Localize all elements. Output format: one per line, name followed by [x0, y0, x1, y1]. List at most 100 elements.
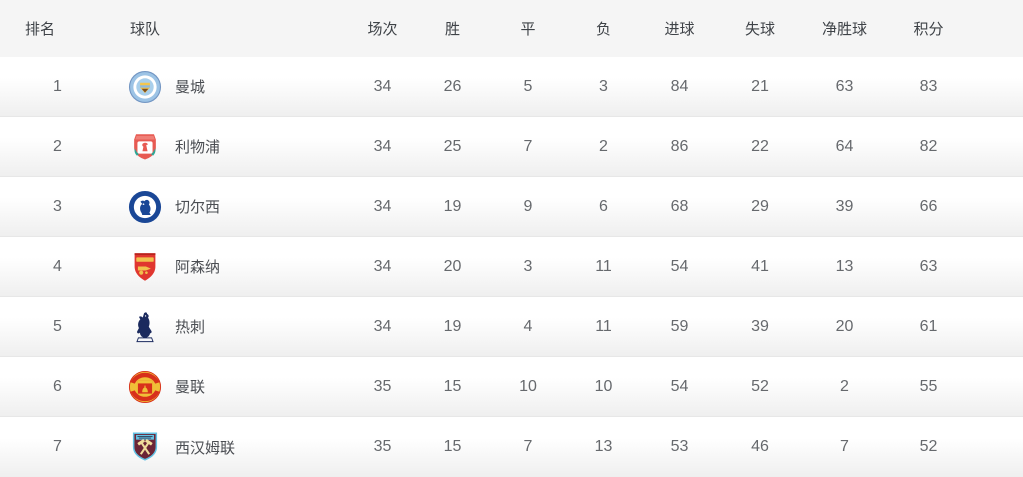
rank-cell: 2	[53, 137, 62, 155]
points-cell: 55	[919, 377, 938, 395]
points-cell: 52	[919, 438, 938, 455]
drawn-cell: 4	[523, 317, 533, 335]
goals-for-cell: 84	[670, 77, 689, 95]
goals-against-cell: 39	[751, 317, 769, 335]
played-cell: 34	[373, 197, 392, 215]
played-cell: 35	[373, 438, 392, 455]
arsenal-badge-icon	[128, 250, 162, 284]
goals-against-cell: 46	[751, 438, 769, 455]
goal-diff-cell: 13	[835, 257, 854, 275]
lost-cell: 11	[595, 317, 612, 335]
won-cell: 19	[443, 317, 462, 335]
team-cell: 切尔西	[115, 190, 350, 224]
team-cell: 利物浦	[115, 130, 350, 164]
drawn-cell: 10	[519, 377, 537, 395]
table-row-liverpool: 2 利物浦 34 25 7 2 86 22 64 82	[0, 117, 1023, 177]
lost-cell: 10	[594, 377, 613, 395]
column-header-played: 场次	[367, 21, 398, 38]
chelsea-badge-icon	[128, 190, 162, 224]
lost-cell: 13	[594, 438, 613, 455]
played-cell: 34	[373, 257, 392, 275]
won-cell: 15	[443, 438, 462, 455]
won-cell: 19	[443, 197, 462, 215]
table-header-row: 排名 球队 场次 胜 平 负 进球 失球 净胜球 积分	[0, 0, 1023, 57]
goal-diff-cell: 2	[840, 377, 849, 395]
man-city-badge-icon	[128, 70, 162, 104]
goals-for-cell: 53	[670, 438, 689, 455]
drawn-cell: 7	[523, 137, 533, 155]
lost-cell: 6	[599, 197, 608, 215]
played-cell: 34	[373, 137, 392, 155]
drawn-cell: 9	[523, 197, 533, 215]
team-cell: 热刺	[115, 310, 350, 344]
points-cell: 63	[919, 257, 938, 275]
goals-against-cell: 22	[751, 137, 769, 155]
won-cell: 26	[443, 77, 462, 95]
table-row-chelsea: 3 切尔西 34 19 9 6 68 29 39 66	[0, 177, 1023, 237]
goals-against-cell: 52	[751, 377, 769, 395]
goals-against-cell: 21	[751, 77, 769, 95]
goal-diff-cell: 20	[835, 317, 854, 335]
column-header-won: 胜	[444, 21, 460, 38]
rank-cell: 1	[53, 77, 62, 95]
team-name: 切尔西	[175, 199, 221, 216]
rank-cell: 7	[53, 438, 62, 455]
goal-diff-cell: 63	[835, 77, 854, 95]
rank-cell: 3	[53, 197, 62, 215]
goals-for-cell: 86	[670, 137, 689, 155]
goals-for-cell: 68	[670, 197, 689, 215]
team-name: 利物浦	[175, 139, 221, 156]
rank-cell: 5	[53, 317, 62, 335]
rank-cell: 4	[53, 257, 62, 275]
table-row-tottenham: 5 热刺 34 19 4 11 59 39 20 61	[0, 297, 1023, 357]
goals-against-cell: 29	[751, 197, 769, 215]
goals-for-cell: 54	[670, 257, 689, 275]
points-cell: 83	[919, 77, 938, 95]
team-name: 热刺	[175, 319, 206, 336]
column-header-lost: 负	[595, 21, 611, 38]
won-cell: 15	[443, 377, 462, 395]
tottenham-badge-icon	[128, 310, 162, 344]
team-cell: 阿森纳	[115, 250, 350, 284]
lost-cell: 2	[599, 137, 608, 155]
table-body: 1 曼城 34 26 5 3 84 21 63 83 2 利物浦 34 25 7 2 86 22 64 82…	[0, 57, 1023, 477]
played-cell: 34	[373, 77, 392, 95]
column-header-rank: 排名	[25, 21, 56, 38]
liverpool-badge-icon	[128, 130, 162, 164]
table-row-man-united: 6 曼联 35 15 10 10 54 52 2 55	[0, 357, 1023, 417]
team-cell: 西汉姆联	[115, 430, 350, 464]
team-cell: 曼联	[115, 370, 350, 404]
team-name: 西汉姆联	[175, 439, 236, 457]
rank-cell: 6	[53, 377, 62, 395]
column-header-goal-diff: 净胜球	[821, 21, 867, 38]
played-cell: 34	[373, 317, 392, 335]
drawn-cell: 5	[523, 77, 533, 95]
column-header-drawn: 平	[520, 21, 536, 38]
west-ham-badge-icon	[128, 430, 162, 464]
column-header-goals-for: 进球	[664, 21, 695, 38]
played-cell: 35	[373, 377, 392, 395]
goals-for-cell: 59	[670, 317, 689, 335]
team-name: 曼联	[175, 379, 206, 396]
won-cell: 25	[443, 137, 462, 155]
table-row-west-ham: 7 西汉姆联 35 15 7 13 53 46 7 52	[0, 417, 1023, 477]
points-cell: 82	[919, 137, 938, 155]
goal-diff-cell: 7	[840, 438, 849, 455]
drawn-cell: 3	[523, 257, 533, 275]
goals-for-cell: 54	[670, 377, 689, 395]
drawn-cell: 7	[523, 438, 533, 455]
points-cell: 66	[919, 197, 938, 215]
team-name: 阿森纳	[175, 259, 221, 276]
lost-cell: 3	[599, 77, 608, 95]
won-cell: 20	[443, 257, 462, 275]
column-header-team: 球队	[130, 21, 161, 38]
table-row-arsenal: 4 阿森纳 34 20 3 11 54 41 13 63	[0, 237, 1023, 297]
column-header-points: 积分	[913, 21, 944, 38]
table-row-man-city: 1 曼城 34 26 5 3 84 21 63 83	[0, 57, 1023, 117]
goals-against-cell: 41	[751, 257, 769, 275]
goal-diff-cell: 64	[835, 137, 854, 155]
column-header-goals-against: 失球	[744, 21, 775, 38]
team-name: 曼城	[175, 79, 206, 96]
goal-diff-cell: 39	[835, 197, 854, 215]
